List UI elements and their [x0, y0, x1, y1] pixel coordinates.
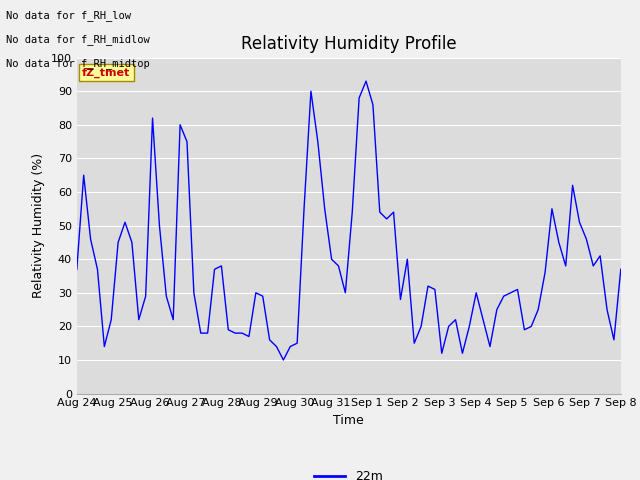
Y-axis label: Relativity Humidity (%): Relativity Humidity (%) [33, 153, 45, 298]
Legend: 22m: 22m [309, 465, 388, 480]
Text: fZ_tmet: fZ_tmet [82, 68, 131, 78]
Title: Relativity Humidity Profile: Relativity Humidity Profile [241, 35, 456, 53]
Text: No data for f_RH_midtop: No data for f_RH_midtop [6, 58, 150, 69]
X-axis label: Time: Time [333, 414, 364, 427]
Text: No data for f_RH_low: No data for f_RH_low [6, 10, 131, 21]
Text: No data for f_RH_midlow: No data for f_RH_midlow [6, 34, 150, 45]
